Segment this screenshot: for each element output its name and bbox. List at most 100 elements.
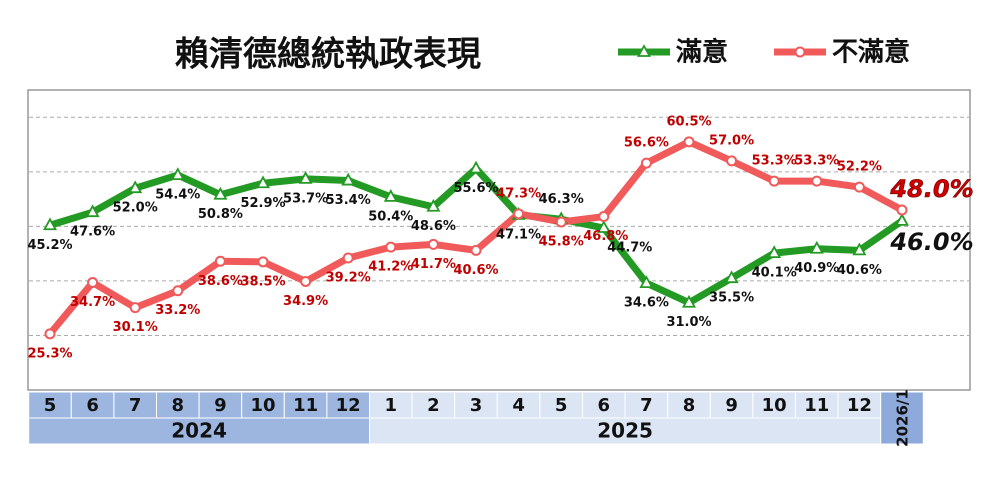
marker: [470, 244, 482, 256]
data-label: 45.2%: [27, 238, 72, 253]
marker: [342, 252, 354, 264]
x-tick-label: 3: [470, 395, 483, 416]
legend-label: 不滿意: [832, 37, 910, 68]
data-label: 38.6%: [198, 274, 243, 289]
marker: [255, 175, 271, 189]
month-cell: [28, 391, 72, 419]
marker: [555, 216, 567, 228]
data-label: 40.6%: [453, 263, 498, 278]
marker: [214, 255, 226, 267]
data-label: 47.6%: [70, 225, 115, 240]
marker: [427, 238, 439, 250]
x-tick-label: 7: [640, 395, 653, 416]
data-label: 60.5%: [666, 114, 711, 129]
x-tick-label: 9: [725, 395, 738, 416]
marker: [172, 285, 184, 297]
x-tick-label: 10: [250, 395, 275, 416]
x-tick-label: 10: [762, 395, 787, 416]
data-label: 41.7%: [411, 257, 456, 272]
data-label: 48.0%: [889, 175, 973, 203]
data-label: 52.0%: [113, 201, 158, 216]
x-tick-label: 6: [598, 395, 611, 416]
x-tick-label: 11: [293, 395, 318, 416]
data-label: 46.3%: [539, 192, 584, 207]
data-label: 53.3%: [794, 154, 839, 169]
year-label: 2025: [597, 419, 653, 443]
marker: [768, 175, 780, 187]
x-tick-label: 8: [172, 395, 185, 416]
marker: [681, 294, 697, 308]
month-cell: [283, 391, 328, 419]
marker: [683, 136, 695, 148]
marker: [426, 198, 441, 212]
marker: [513, 208, 525, 220]
marker: [896, 204, 908, 216]
marker: [598, 211, 610, 223]
x-tick-label: 5: [44, 395, 57, 416]
x-tick-label: 1: [385, 395, 398, 416]
month-cell: [880, 391, 924, 445]
data-label: 50.4%: [368, 209, 413, 224]
month-cell: [113, 391, 157, 419]
data-label: 47.3%: [496, 186, 541, 201]
data-label: 52.9%: [240, 196, 285, 211]
month-cell: [667, 391, 711, 419]
data-label: 34.7%: [70, 295, 115, 310]
data-label: 44.7%: [607, 241, 652, 256]
data-label: 34.6%: [624, 296, 669, 311]
marker: [640, 157, 652, 169]
x-tick-label: 8: [683, 395, 696, 416]
marker: [170, 167, 185, 180]
chart-title: 賴清德總統執政表現: [175, 35, 481, 75]
marker: [44, 328, 56, 340]
data-label: 40.6%: [837, 263, 882, 278]
month-cell: [496, 391, 541, 419]
month-cell: [198, 391, 243, 419]
data-label: 40.9%: [794, 261, 839, 276]
x-tick-label: 12: [847, 395, 872, 416]
data-label: 41.2%: [368, 260, 413, 275]
data-label: 50.8%: [198, 207, 243, 222]
month-cell: [70, 391, 115, 419]
data-label: 48.6%: [411, 219, 456, 234]
marker: [724, 270, 739, 284]
x-tick-label: 11: [804, 395, 829, 416]
legend-label: 滿意: [676, 37, 728, 68]
marker: [596, 220, 611, 233]
month-cell: [795, 391, 839, 419]
marker: [298, 171, 313, 184]
marker: [87, 277, 99, 289]
data-label: 53.7%: [283, 191, 328, 206]
data-label: 47.1%: [496, 227, 541, 242]
data-label: 30.1%: [113, 320, 158, 335]
x-tick-label: 7: [129, 395, 142, 416]
x-tick-label: 12: [336, 395, 361, 416]
marker: [385, 241, 397, 253]
marker: [726, 155, 738, 167]
data-label: 33.2%: [155, 303, 200, 318]
month-cell: [156, 391, 200, 419]
x-tick-label: 2026/1: [894, 389, 912, 447]
data-label: 45.8%: [539, 235, 584, 250]
month-cell: [411, 391, 456, 419]
month-cell: [539, 391, 584, 419]
month-cell: [624, 391, 669, 419]
data-label: 39.2%: [326, 271, 371, 286]
plot-frame: [27, 89, 971, 391]
marker: [853, 181, 865, 193]
marker: [42, 217, 58, 231]
marker: [257, 256, 269, 268]
data-label: 56.6%: [624, 136, 669, 151]
data-label: 46.0%: [889, 228, 973, 256]
marker: [129, 302, 141, 314]
marker: [809, 240, 824, 254]
month-cell: [837, 391, 882, 419]
data-label: 40.1%: [752, 266, 797, 281]
month-cell: [709, 391, 754, 419]
data-label: 35.5%: [709, 291, 754, 306]
data-label: 34.9%: [283, 294, 328, 309]
data-label: 53.4%: [326, 193, 371, 208]
data-label: 25.3%: [27, 346, 72, 361]
month-cell: [241, 391, 285, 419]
